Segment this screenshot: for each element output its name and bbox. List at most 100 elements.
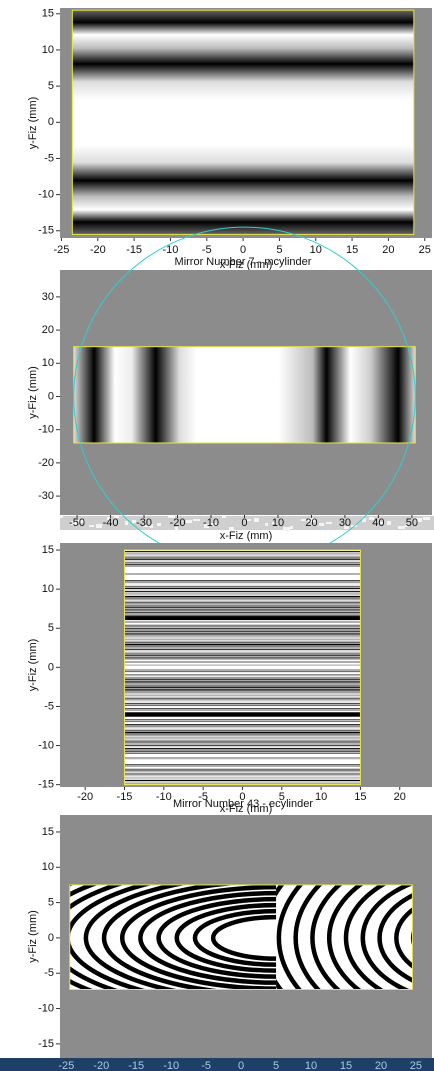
y-tick-label: -10 <box>38 189 54 201</box>
right-fringes <box>276 884 413 990</box>
fringe <box>327 884 364 990</box>
y-axis-label: y-Fiz (mm) <box>27 97 39 150</box>
y-tick-label: -30 <box>38 490 54 502</box>
fringe <box>343 884 387 990</box>
fringe <box>156 896 277 979</box>
x-tick-label: 20 <box>305 517 317 529</box>
noise <box>319 523 324 526</box>
noise <box>326 522 332 524</box>
noise <box>96 524 102 528</box>
x-tick-label: 25 <box>419 244 431 256</box>
y-axis-label: y-Fiz (mm) <box>27 366 39 419</box>
noise <box>387 521 391 525</box>
noise <box>222 516 226 518</box>
noise <box>398 526 405 529</box>
x-tick-label: -5 <box>201 1060 211 1071</box>
x-tick-label: 0 <box>240 244 246 256</box>
fringe <box>394 907 413 969</box>
noise <box>344 526 349 529</box>
x-tick-label: 0 <box>241 517 247 529</box>
x-tick-label: 10 <box>315 791 327 803</box>
x-tick-label: -50 <box>69 517 85 529</box>
x-tick-label: -20 <box>170 517 186 529</box>
frame <box>69 884 413 990</box>
noise <box>301 519 307 521</box>
y-tick-label: -10 <box>38 424 54 436</box>
x-tick-label: 20 <box>394 791 406 803</box>
x-tick-label: -15 <box>126 244 142 256</box>
y-tick-label: 5 <box>48 80 54 92</box>
noise <box>380 522 383 524</box>
fringe-field <box>73 346 416 444</box>
y-tick-label: 30 <box>42 291 54 303</box>
noise <box>272 522 276 524</box>
y-tick-label: 0 <box>48 116 54 128</box>
panel: 15 10 5 0 -5 -10 -15 -25 -20 -15 -10 -5 0 5 10 15 20 25 y-… <box>27 798 432 1071</box>
y-tick-label: 0 <box>48 661 54 673</box>
panel: 15 10 5 0 -5 -10 -15 -20 -15 -10 -5 0 5 10 15 20 x-Fiz (… <box>27 543 432 815</box>
noise <box>254 518 259 522</box>
x-tick-label: 30 <box>339 517 351 529</box>
y-tick-label: 15 <box>42 826 54 838</box>
left-fringes <box>69 884 277 990</box>
noise <box>89 525 94 527</box>
fringe <box>83 884 187 990</box>
fringe <box>276 884 304 990</box>
fringe <box>120 884 277 990</box>
x-tick-label: -40 <box>103 517 119 529</box>
fringe-band <box>124 665 361 670</box>
x-tick-label: -30 <box>136 517 152 529</box>
x-tick-label: 15 <box>354 791 366 803</box>
x-tick-label: 0 <box>239 791 245 803</box>
x-tick-label: 25 <box>410 1060 422 1071</box>
noise <box>150 524 153 528</box>
y-tick-label: 0 <box>48 932 54 944</box>
x-tick-label: 20 <box>382 244 394 256</box>
x-tick-label: -20 <box>93 1060 109 1071</box>
tick-band <box>60 516 434 530</box>
noise <box>247 519 251 521</box>
y-tick-label: -10 <box>38 739 54 751</box>
fringe <box>210 914 277 961</box>
y-axis-label: y-Fiz (mm) <box>27 910 39 963</box>
fringe <box>293 884 323 990</box>
fringe <box>360 884 413 990</box>
x-tick-label: -10 <box>162 244 178 256</box>
x-tick-label: 10 <box>305 1060 317 1071</box>
noise <box>60 516 63 518</box>
y-tick-label: 10 <box>42 357 54 369</box>
noise <box>265 523 268 526</box>
y-tick-label: -5 <box>44 152 54 164</box>
noise <box>132 520 136 523</box>
fringe <box>101 884 237 990</box>
noise <box>362 518 366 522</box>
x-tick-label: 50 <box>406 517 418 529</box>
y-tick-label: 10 <box>42 44 54 56</box>
x-tick-label: -25 <box>54 244 70 256</box>
x-tick-label: 40 <box>372 517 384 529</box>
y-tick-label: -10 <box>38 1002 54 1014</box>
x-tick-label: -20 <box>77 791 93 803</box>
chart-title: Mirror Number 43 - ecylinder <box>173 798 313 810</box>
noise <box>175 527 178 531</box>
y-tick-label: -15 <box>38 779 54 791</box>
y-tick-label: 15 <box>42 544 54 556</box>
fringe-band <box>124 712 361 717</box>
noise <box>71 521 77 525</box>
x-tick-label: -10 <box>163 1060 179 1071</box>
y-axis-label: y-Fiz (mm) <box>27 639 39 692</box>
y-tick-label: 10 <box>42 583 54 595</box>
chart-title: Mirror Number 7 - mcylinder <box>175 256 312 268</box>
noise <box>283 527 290 531</box>
noise <box>405 525 408 527</box>
noise <box>308 518 315 522</box>
x-axis-label: x-Fiz (mm) <box>220 530 273 542</box>
noise <box>211 523 217 526</box>
x-tick-label: 20 <box>375 1060 387 1071</box>
fringe <box>174 902 277 973</box>
x-tick-label: 10 <box>310 244 322 256</box>
x-tick-label: -5 <box>198 791 208 803</box>
